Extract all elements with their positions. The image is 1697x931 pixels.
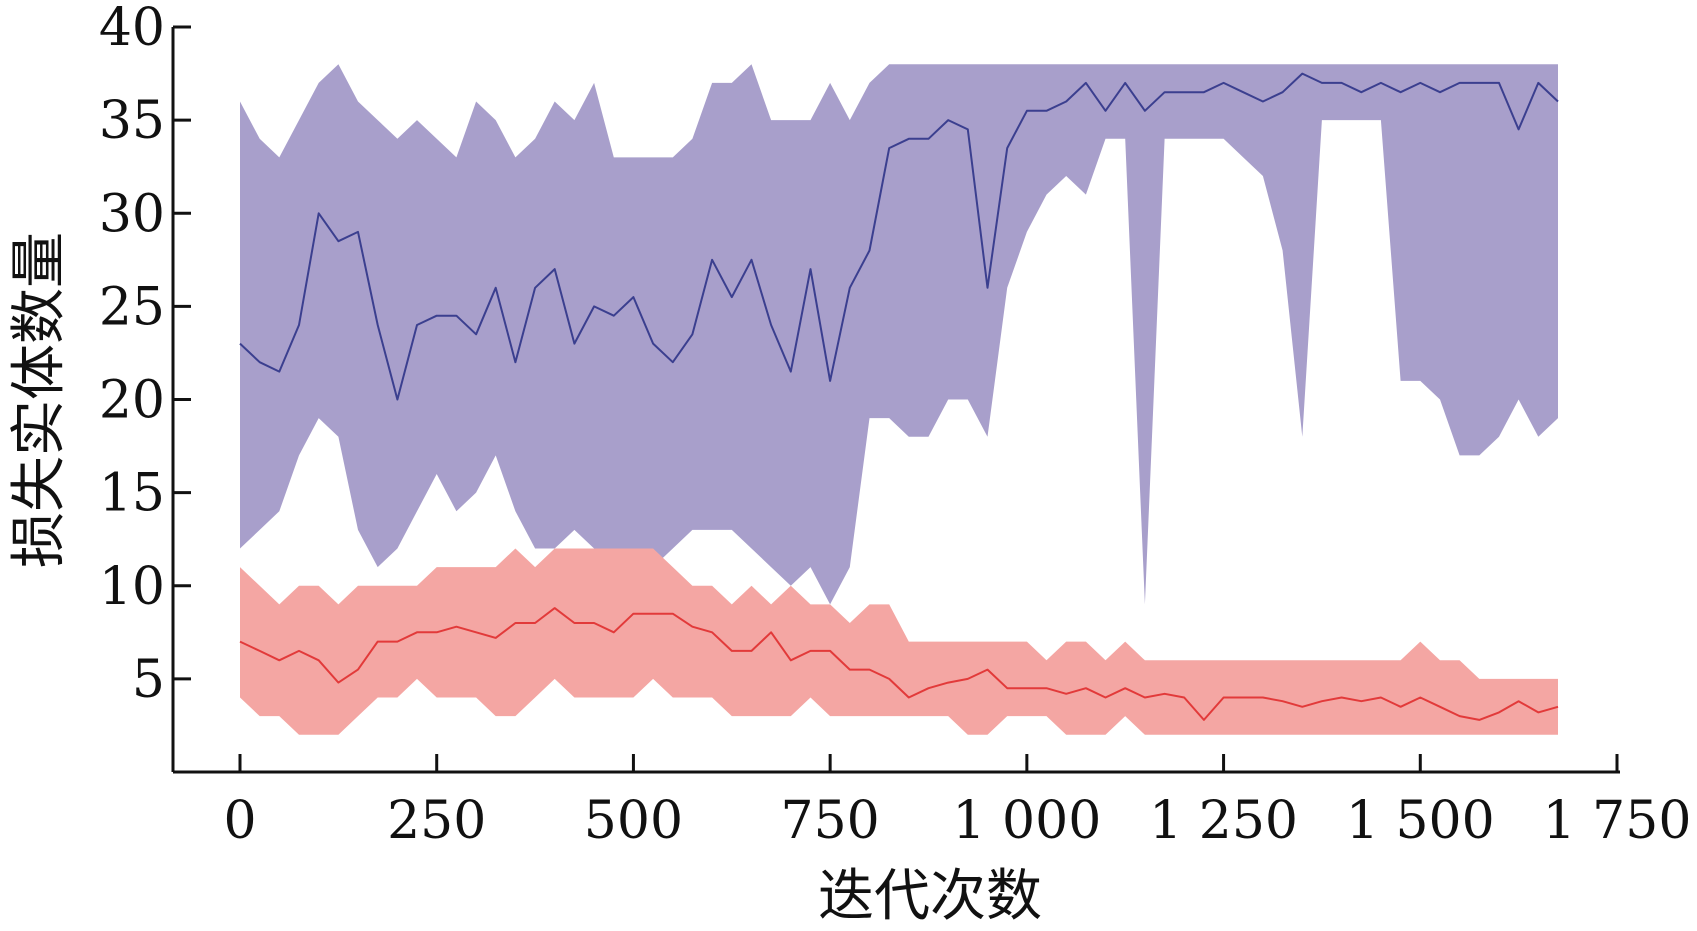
mean-lines (239, 72, 1559, 721)
y-tick-label: 5 (132, 650, 165, 710)
y-tick-label: 15 (99, 464, 165, 524)
x-axis-title: 迭代次数 (818, 864, 1042, 929)
y-axis-title: 损失实体数量 (7, 232, 72, 568)
x-tick-label: 500 (584, 791, 683, 851)
x-axis-ticks: 0 250 500 750 1 000 1 250 1 500 1 750 (223, 754, 1691, 851)
y-axis-ticks: 5 10 15 20 25 30 35 40 (99, 0, 191, 710)
variance-bands (240, 64, 1558, 735)
x-tick-label: 1 750 (1543, 791, 1692, 851)
y-tick-label: 10 (99, 557, 165, 617)
y-tick-label: 25 (99, 277, 165, 337)
x-tick-label: 1 250 (1149, 791, 1298, 851)
series-0-band (240, 64, 1558, 605)
series-0-line (239, 72, 1559, 401)
y-tick-label: 20 (99, 371, 165, 431)
series-1-band (240, 548, 1558, 735)
x-tick-label: 750 (781, 791, 880, 851)
y-tick-label: 35 (99, 91, 165, 151)
y-tick-label: 40 (99, 0, 165, 58)
y-tick-label: 30 (99, 184, 165, 244)
series-1-line (239, 607, 1559, 721)
x-tick-label: 250 (387, 791, 486, 851)
x-tick-label: 1 500 (1346, 791, 1495, 851)
x-tick-label: 0 (223, 791, 256, 851)
x-tick-label: 1 000 (952, 791, 1101, 851)
